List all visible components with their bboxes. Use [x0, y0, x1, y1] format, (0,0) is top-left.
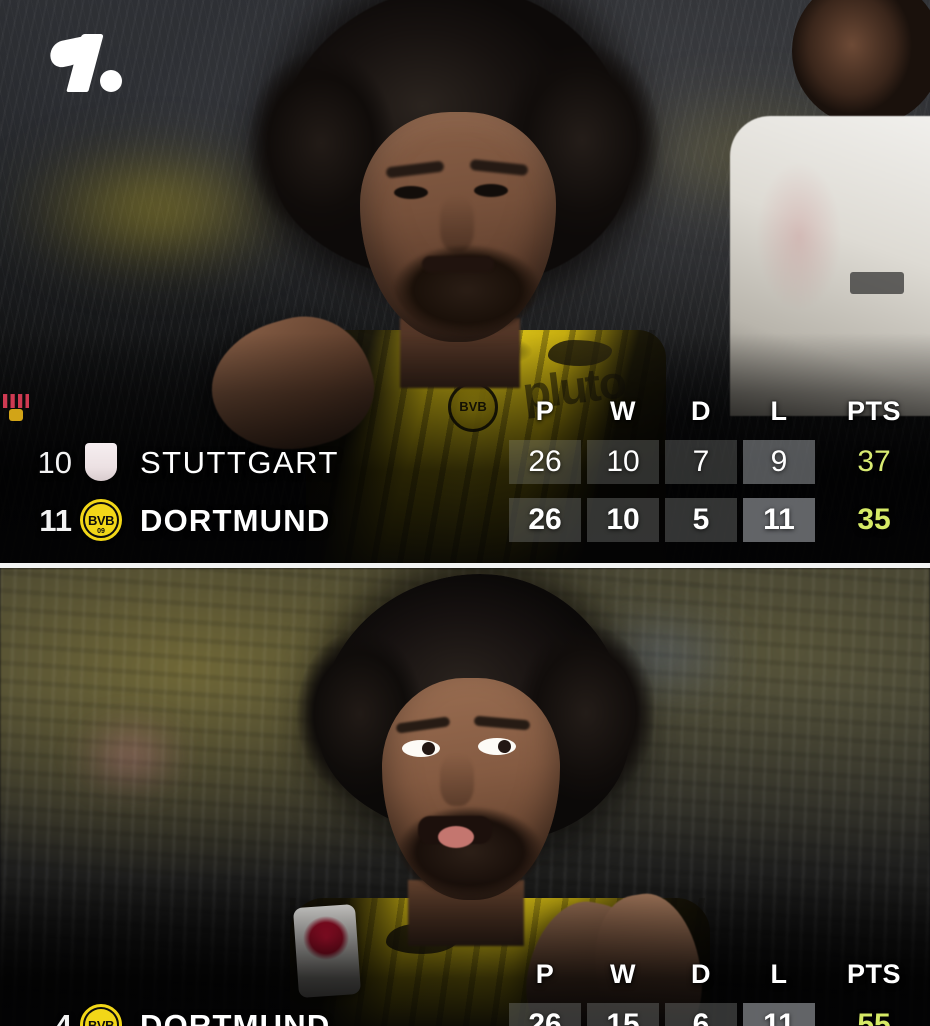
- table-row[interactable]: 4 BVB 09 DORTMUND 26 15: [0, 996, 930, 1026]
- table-header-row-top: P W D L PTS: [0, 389, 930, 433]
- opponent-player-head: [792, 0, 930, 126]
- logo-dot-icon: [100, 70, 122, 92]
- crowd-glow-left: [55, 705, 205, 807]
- row-crest: BVB 09: [72, 1004, 130, 1026]
- player-eye-left-top: [394, 186, 428, 199]
- table-header-row-bottom: P W D L PTS: [0, 952, 930, 996]
- player-nose-bottom: [440, 754, 474, 806]
- row-team-name: DORTMUND: [140, 502, 331, 538]
- row-rank: 4: [54, 1007, 72, 1026]
- header-lost-top: L: [770, 395, 788, 426]
- row-points: 55: [857, 1008, 891, 1026]
- header-lost-bottom: L: [770, 958, 788, 989]
- header-drawn-bottom: D: [691, 958, 711, 989]
- player-mouth-top: [422, 256, 494, 272]
- player-tongue-bottom: [438, 826, 474, 848]
- header-played-top: P: [535, 395, 555, 426]
- borussia-dortmund-crest-icon: BVB 09: [80, 1004, 122, 1026]
- crest-bvb-year: 09: [97, 528, 105, 535]
- row-rank: 10: [37, 444, 72, 480]
- league-table-top: P W D L PTS 10 ▌▌▌▌ STUTTGART: [0, 389, 930, 549]
- panel-bottom: ★★ BVB P W: [0, 568, 930, 1026]
- row-team-name: DORTMUND: [140, 1007, 331, 1026]
- row-points: 35: [857, 503, 891, 536]
- player-pupil-right-bottom: [498, 740, 511, 753]
- row-drawn: 6: [662, 1003, 740, 1026]
- row-played: 26: [506, 1003, 584, 1026]
- row-drawn: 7: [662, 440, 740, 484]
- row-won: 10: [584, 440, 662, 484]
- panel-top: pluto ★★ BVB: [0, 0, 930, 563]
- row-lost: 11: [740, 1003, 818, 1026]
- row-played: 26: [506, 498, 584, 542]
- header-drawn-top: D: [691, 395, 711, 426]
- table-row[interactable]: 11 BVB 09 DORTMUND 26 10: [0, 491, 930, 549]
- panel-divider: [0, 563, 930, 568]
- vfb-stuttgart-crest-icon: ▌▌▌▌: [3, 394, 117, 481]
- opponent-player-kit: [730, 116, 930, 416]
- table-row[interactable]: 10 ▌▌▌▌ STUTTGART 26 10: [0, 394, 930, 491]
- borussia-dortmund-crest-icon: BVB 09: [80, 499, 122, 541]
- player-nose-top: [440, 196, 474, 252]
- player-eye-right-top: [474, 184, 508, 197]
- row-team-name: STUTTGART: [140, 444, 339, 480]
- row-lost: 9: [740, 440, 818, 484]
- header-won-top: W: [610, 395, 636, 426]
- row-crest: ▌▌▌▌: [3, 394, 130, 481]
- row-lost: 11: [740, 498, 818, 542]
- row-points: 37: [857, 445, 891, 478]
- league-table-bottom: P W D L PTS 4 BVB 09 DORTMUND: [0, 952, 930, 1026]
- row-played: 26: [506, 440, 584, 484]
- header-won-bottom: W: [610, 958, 636, 989]
- header-points-bottom: PTS: [846, 958, 901, 989]
- row-drawn: 5: [662, 498, 740, 542]
- row-won: 10: [584, 498, 662, 542]
- row-won: 15: [584, 1003, 662, 1026]
- row-crest: BVB 09: [72, 499, 130, 541]
- crest-bvb-text: BVB: [85, 1009, 117, 1026]
- player-pupil-left-bottom: [422, 742, 435, 755]
- header-played-bottom: P: [535, 958, 555, 989]
- row-rank: 11: [39, 502, 72, 538]
- onefootball-logo[interactable]: [44, 34, 128, 96]
- opponent-kit-logo: [850, 272, 904, 294]
- header-points-top: PTS: [846, 395, 901, 426]
